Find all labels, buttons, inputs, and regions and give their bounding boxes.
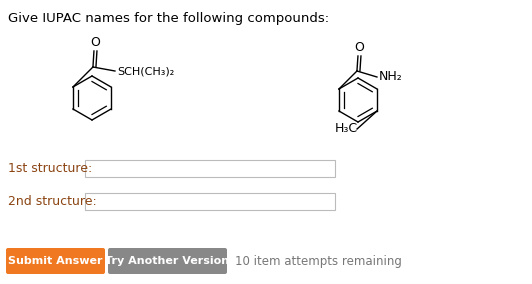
- Text: 10 item attempts remaining: 10 item attempts remaining: [235, 254, 402, 268]
- Text: 1st structure:: 1st structure:: [8, 162, 92, 175]
- Text: Submit Answer: Submit Answer: [9, 256, 103, 266]
- Bar: [85, 160, 335, 177]
- Text: SCH(CH₃)₂: SCH(CH₃)₂: [117, 66, 174, 76]
- FancyBboxPatch shape: [108, 248, 227, 274]
- Text: H₃C: H₃C: [335, 122, 358, 135]
- Bar: [85, 193, 335, 210]
- Text: NH₂: NH₂: [379, 70, 403, 83]
- Text: O: O: [90, 36, 100, 49]
- Text: Try Another Version: Try Another Version: [105, 256, 230, 266]
- FancyBboxPatch shape: [6, 248, 105, 274]
- Text: 2nd structure:: 2nd structure:: [8, 195, 97, 208]
- Text: Give IUPAC names for the following compounds:: Give IUPAC names for the following compo…: [8, 12, 329, 25]
- Text: O: O: [354, 41, 364, 54]
